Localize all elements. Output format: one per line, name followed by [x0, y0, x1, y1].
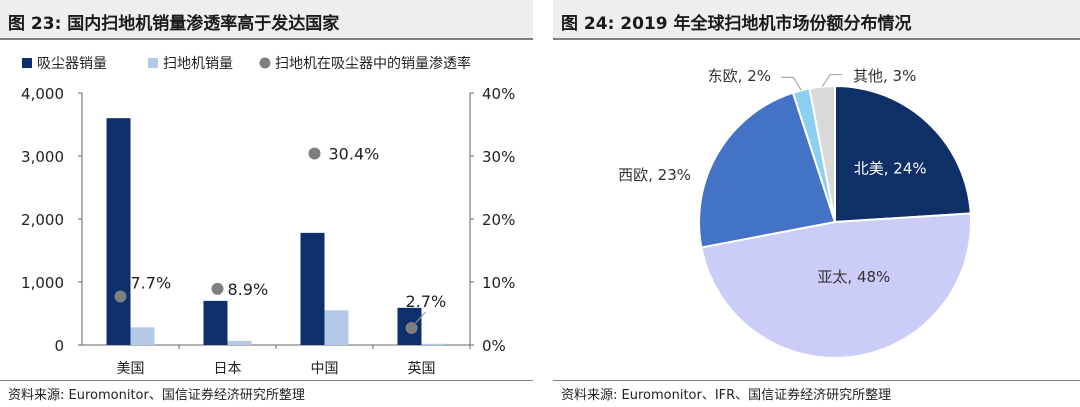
- slice-label-other: 其他, 3%: [853, 67, 916, 85]
- source-note: 资料来源: Euromonitor、IFR、国信证券经济研究所整理: [561, 388, 892, 403]
- penetration-point: [211, 282, 224, 295]
- penetration-point: [114, 290, 127, 303]
- source-note: 资料来源: Euromonitor、国信证券经济研究所整理: [8, 388, 305, 403]
- bottom-divider: [553, 380, 1080, 381]
- slice-leader-other: [821, 74, 843, 87]
- legend-label-robot: 扫地机销量: [163, 56, 233, 72]
- bottom-divider: [0, 380, 533, 381]
- chart-title-bar: 图 23: 国内扫地机销量渗透率高于发达国家: [0, 0, 533, 40]
- x-category-label: 英国: [408, 360, 436, 377]
- penetration-label: 7.7%: [131, 273, 172, 292]
- legend-swatch-vacuum: [22, 58, 32, 68]
- pie-slice-其他: [808, 84, 836, 223]
- x-category-label: 中国: [311, 361, 339, 377]
- x-category-label: 日本: [214, 361, 242, 377]
- chart-title: 图 23: 国内扫地机销量渗透率高于发达国家: [8, 14, 340, 34]
- y-left-tick-label: 0: [54, 337, 64, 355]
- chart-title-bar: 图 24: 2019 年全球扫地机市场份额分布情况: [553, 0, 1080, 40]
- bar-robot: [421, 343, 446, 345]
- slice-label-asia-pacific: 亚太, 48%: [817, 268, 890, 286]
- y-left-tick-label: 1,000: [21, 274, 64, 292]
- pie-chart: 北美, 24% 亚太, 48% 西欧, 23% 东欧, 2% 其他, 3%: [618, 67, 972, 359]
- penetration-point: [308, 147, 321, 160]
- bar-chart: 吸尘器销量 扫地机销量 扫地机在吸尘器中的销量渗透率 0 1,000 2,000 3,000…: [21, 55, 515, 377]
- pie-slice-亚太: [700, 212, 972, 359]
- bar-vacuum: [300, 232, 325, 345]
- penetration-label: 8.9%: [228, 280, 269, 299]
- y-right-tick-label: 40%: [482, 85, 515, 103]
- y-right-tick-label: 30%: [482, 148, 515, 166]
- bar-robot: [324, 310, 349, 345]
- bar-robot: [130, 327, 155, 345]
- y-right-tick-label: 10%: [482, 274, 515, 292]
- y-right-tick-label: 20%: [482, 211, 515, 229]
- legend-label-vacuum: 吸尘器销量: [37, 56, 107, 72]
- pie-slice-西欧: [698, 91, 837, 249]
- legend-marker-penetration: [259, 57, 271, 69]
- y-left-tick-label: 3,000: [21, 148, 64, 166]
- slice-label-western-europe: 西欧, 23%: [618, 166, 691, 184]
- legend-swatch-robot: [148, 58, 158, 68]
- y-right-tick-label: 0%: [482, 337, 506, 355]
- bar-vacuum: [203, 300, 228, 345]
- y-left-tick-label: 4,000: [21, 85, 64, 103]
- penetration-chart-panel: 图 23: 国内扫地机销量渗透率高于发达国家 吸尘器销量 扫地机销量 扫地机在吸尘器…: [0, 0, 533, 407]
- x-category-label: 美国: [117, 361, 145, 377]
- bar-robot: [227, 340, 252, 345]
- point-label-leader: [415, 311, 426, 324]
- market-share-chart-panel: 图 24: 2019 年全球扫地机市场份额分布情况 北美, 24% 亚太, 48%…: [553, 0, 1080, 407]
- slice-label-north-america: 北美, 24%: [854, 159, 927, 177]
- slice-leader-eastern-europe: [781, 76, 802, 91]
- penetration-label: 2.7%: [406, 292, 447, 311]
- legend-label-penetration: 扫地机在吸尘器中的销量渗透率: [275, 55, 471, 72]
- penetration-point: [405, 321, 418, 334]
- slice-label-eastern-europe: 东欧, 2%: [708, 67, 771, 85]
- bar-vacuum: [106, 118, 131, 345]
- chart-title: 图 24: 2019 年全球扫地机市场份额分布情况: [561, 14, 912, 34]
- pie-slice-北美: [834, 84, 972, 224]
- y-left-tick-label: 2,000: [21, 211, 64, 229]
- penetration-label: 30.4%: [329, 144, 380, 163]
